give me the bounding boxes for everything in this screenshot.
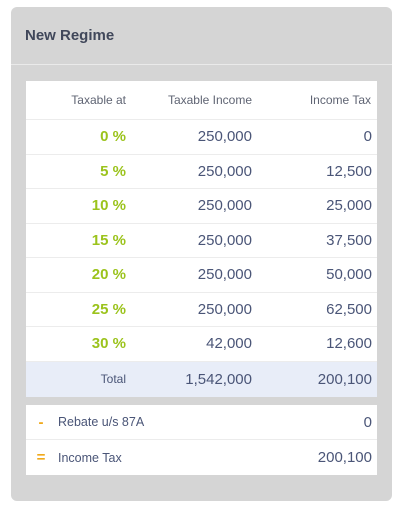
income-tax-value: 200,100	[317, 449, 372, 466]
table-row: 30 % 42,000 12,600	[26, 327, 377, 362]
total-label: Total	[100, 372, 126, 386]
table-row: 0 % 250,000 0	[26, 120, 377, 155]
table-row: 20 % 250,000 50,000	[26, 258, 377, 293]
income-cell: 250,000	[197, 197, 252, 215]
income-cell: 250,000	[197, 266, 252, 284]
income-tax-label: Income Tax	[58, 450, 122, 465]
tax-cell: 37,500	[326, 231, 372, 249]
tax-slab-table: Taxable at Taxable Income Income Tax 0 %…	[26, 81, 377, 397]
tax-cell: 62,500	[326, 300, 372, 318]
income-cell: 250,000	[197, 231, 252, 249]
table-header: Taxable at Taxable Income Income Tax	[26, 81, 377, 120]
header-taxable-at: Taxable at	[71, 93, 126, 107]
header-taxable-income: Taxable Income	[167, 93, 252, 107]
total-income: 1,542,000	[185, 370, 252, 388]
table-row: 10 % 250,000 25,000	[26, 189, 377, 224]
income-cell: 42,000	[206, 335, 252, 353]
total-tax: 200,100	[317, 370, 372, 388]
card-title: New Regime	[25, 27, 115, 44]
income-tax-row: = Income Tax 200,100	[26, 440, 377, 475]
tax-cell: 25,000	[326, 197, 372, 215]
rate-cell: 20 %	[91, 266, 126, 284]
tax-cell: 12,500	[326, 162, 372, 180]
tax-summary: - Rebate u/s 87A 0 = Income Tax 200,100	[26, 405, 377, 475]
new-regime-card: New Regime Taxable at Taxable Income Inc…	[11, 7, 392, 501]
rate-cell: 15 %	[91, 231, 126, 249]
total-row: Total 1,542,000 200,100	[26, 361, 377, 397]
tax-cell: 50,000	[326, 266, 372, 284]
card-header: New Regime	[11, 7, 392, 65]
minus-icon: -	[38, 413, 44, 431]
table-row: 25 % 250,000 62,500	[26, 293, 377, 327]
rate-cell: 30 %	[91, 335, 126, 353]
rebate-label: Rebate u/s 87A	[58, 415, 145, 429]
income-cell: 250,000	[197, 162, 252, 180]
equals-icon: =	[36, 449, 46, 466]
income-cell: 250,000	[197, 300, 252, 318]
rebate-value: 0	[363, 413, 372, 431]
header-income-tax: Income Tax	[309, 93, 371, 107]
rate-cell: 10 %	[91, 197, 126, 215]
rate-cell: 0 %	[100, 128, 126, 146]
income-cell: 250,000	[197, 128, 252, 146]
table-row: 15 % 250,000 37,500	[26, 224, 377, 258]
rate-cell: 25 %	[91, 300, 126, 318]
table-row: 5 % 250,000 12,500	[26, 155, 377, 189]
tax-cell: 12,600	[326, 335, 372, 353]
tax-cell: 0	[363, 128, 372, 146]
rebate-row: - Rebate u/s 87A 0	[26, 405, 377, 440]
rate-cell: 5 %	[100, 162, 126, 180]
